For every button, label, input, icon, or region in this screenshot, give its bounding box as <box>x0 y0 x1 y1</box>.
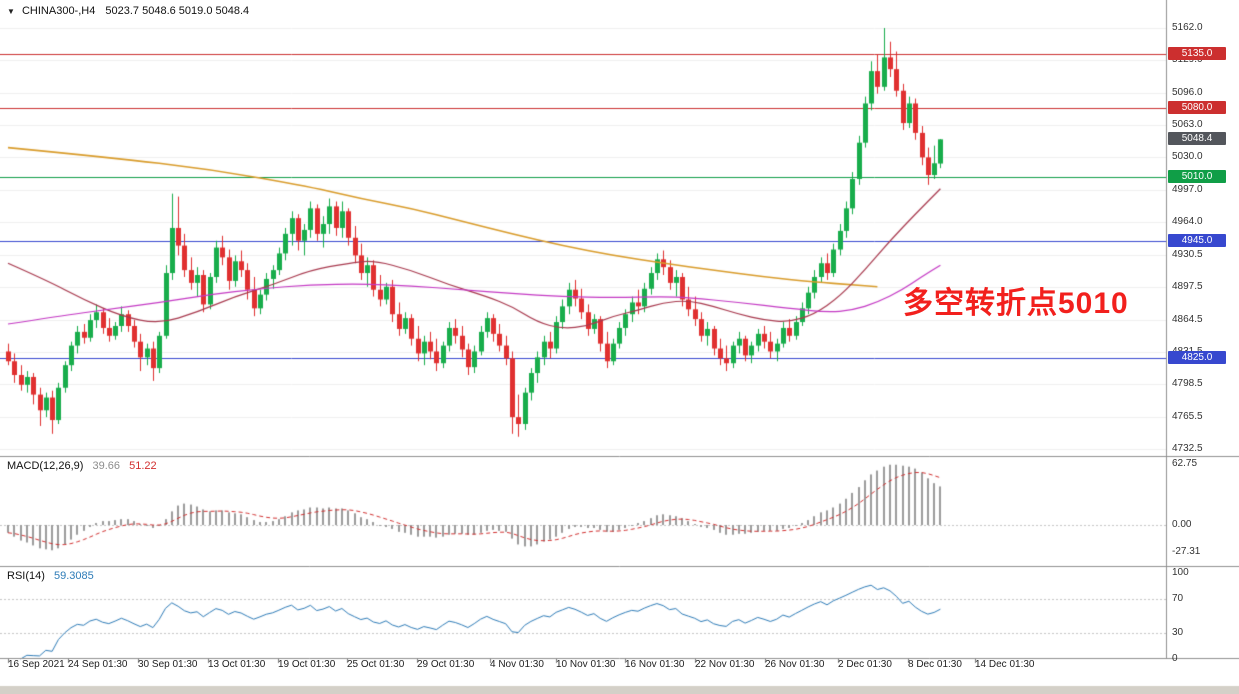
rsi-title: RSI(14) <box>7 570 45 582</box>
price-level-badge: 5135.0 <box>1168 47 1226 60</box>
price-tick-label: 4997.0 <box>1172 184 1203 195</box>
rsi-value: 59.3085 <box>53 570 94 582</box>
time-label: 8 Dec 01:30 <box>908 659 962 670</box>
price-tick-label: 4930.5 <box>1172 249 1203 260</box>
time-label: 4 Nov 01:30 <box>490 659 544 670</box>
price-axis[interactable]: 5162.05129.05096.05063.05030.04997.04964… <box>1167 0 1239 664</box>
macd-tick-label: 0.00 <box>1172 519 1192 530</box>
time-label: 29 Oct 01:30 <box>417 659 475 670</box>
symbol-timeframe-label: CHINA300-,H4 <box>21 5 96 17</box>
price-level-badge: 5080.0 <box>1168 101 1226 114</box>
price-tick-label: 5063.0 <box>1172 119 1203 130</box>
macd-signal-value: 51.22 <box>129 460 157 472</box>
price-level-badge: 5010.0 <box>1168 170 1226 183</box>
price-tick-label: 5162.0 <box>1172 22 1203 33</box>
price-level-badge: 4825.0 <box>1168 351 1226 364</box>
time-label: 25 Oct 01:30 <box>347 659 405 670</box>
price-tick-label: 4732.5 <box>1172 443 1203 454</box>
price-tick-label: 5096.0 <box>1172 87 1203 98</box>
rsi-tick-label: 0 <box>1172 653 1178 664</box>
time-label: 10 Nov 01:30 <box>556 659 616 670</box>
time-label: 26 Nov 01:30 <box>765 659 825 670</box>
time-label: 14 Dec 01:30 <box>975 659 1035 670</box>
price-level-badge: 4945.0 <box>1168 234 1226 247</box>
chart-title-bar: ▼ CHINA300-,H4 5023.7 5048.6 5019.0 5048… <box>7 5 249 17</box>
macd-indicator-label: MACD(12,26,9) 39.66 51.22 <box>7 460 163 472</box>
time-label: 2 Dec 01:30 <box>838 659 892 670</box>
price-level-badge: 5048.4 <box>1168 132 1226 145</box>
price-tick-label: 4765.5 <box>1172 411 1203 422</box>
ohlc-values-label: 5023.7 5048.6 5019.0 5048.4 <box>105 5 250 17</box>
rsi-indicator-label: RSI(14) 59.3085 <box>7 570 100 582</box>
rsi-tick-label: 100 <box>1172 567 1189 578</box>
macd-main-value: 39.66 <box>92 460 121 472</box>
price-tick-label: 4897.5 <box>1172 281 1203 292</box>
time-label: 30 Sep 01:30 <box>138 659 198 670</box>
macd-title: MACD(12,26,9) <box>7 460 84 472</box>
chart-dropdown-icon[interactable]: ▼ <box>7 7 15 16</box>
rsi-tick-label: 70 <box>1172 593 1184 604</box>
price-tick-label: 4864.5 <box>1172 314 1203 325</box>
pivot-annotation-text: 多空转折点5010 <box>903 287 1129 320</box>
time-label: 19 Oct 01:30 <box>278 659 336 670</box>
macd-tick-label: 62.75 <box>1172 458 1198 469</box>
price-tick-label: 4964.0 <box>1172 216 1203 227</box>
time-label: 13 Oct 01:30 <box>208 659 266 670</box>
time-label: 16 Nov 01:30 <box>625 659 685 670</box>
price-tick-label: 5030.0 <box>1172 151 1203 162</box>
time-axis[interactable]: 16 Sep 2021 24 Sep 01:30 30 Sep 01:30 13 Oc… <box>0 659 1239 686</box>
time-label: 16 Sep 2021 <box>8 659 65 670</box>
time-label: 24 Sep 01:30 <box>68 659 128 670</box>
time-label: 22 Nov 01:30 <box>695 659 755 670</box>
price-tick-label: 4798.5 <box>1172 378 1203 389</box>
rsi-tick-label: 30 <box>1172 627 1184 638</box>
macd-tick-label: -27.31 <box>1172 546 1201 557</box>
